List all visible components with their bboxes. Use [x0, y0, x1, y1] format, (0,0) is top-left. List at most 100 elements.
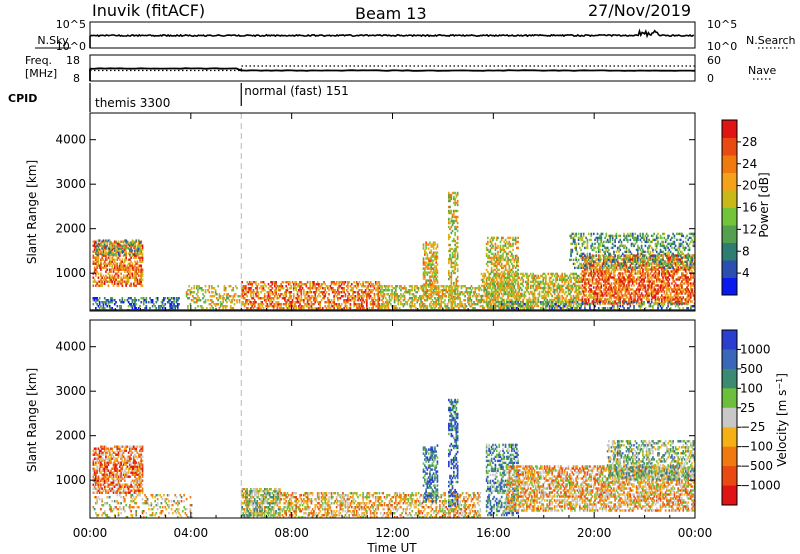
power-cell: [303, 289, 305, 292]
power-cell: [422, 245, 425, 248]
power-cell: [497, 258, 499, 262]
freq-left-tick-bottom: 8: [73, 72, 80, 85]
power-cell: [661, 286, 663, 289]
power-cell: [391, 293, 393, 296]
power-cell: [453, 265, 455, 269]
power-cell: [649, 272, 652, 275]
power-cell: [358, 295, 361, 298]
power-cell: [286, 287, 289, 290]
power-cell: [96, 297, 98, 300]
power-cell: [103, 297, 106, 300]
power-cell: [514, 288, 517, 292]
power-cell: [430, 259, 432, 262]
power-cell: [445, 307, 448, 310]
power-cell: [448, 293, 450, 297]
power-cell: [211, 299, 213, 302]
power-cell: [224, 287, 227, 290]
power-cell: [471, 307, 474, 310]
power-cell: [101, 266, 103, 269]
power-cell: [131, 262, 134, 265]
power-cell: [327, 301, 329, 304]
power-cell: [580, 276, 582, 280]
power-cell: [647, 296, 649, 299]
power-cell: [300, 281, 303, 284]
power-cell: [610, 296, 613, 299]
power-cell: [426, 273, 429, 276]
power-cell: [125, 258, 127, 261]
power-cell: [402, 305, 405, 308]
power-cell: [489, 300, 492, 304]
power-cell: [299, 301, 301, 304]
power-cell: [508, 306, 511, 310]
power-cell: [272, 281, 275, 284]
power-cell: [280, 307, 282, 310]
power-cell: [655, 284, 658, 287]
power-cell: [476, 301, 479, 304]
power-cell: [270, 289, 272, 292]
power-cell: [630, 298, 633, 301]
power-cell: [507, 290, 509, 294]
power-cell: [609, 300, 611, 303]
power-cell: [508, 240, 511, 244]
power-cell: [505, 292, 508, 296]
power-cell: [430, 255, 432, 258]
power-cell: [126, 282, 129, 285]
power-cell: [474, 287, 477, 290]
power-cell: [664, 268, 667, 271]
power-cell: [600, 282, 603, 285]
power-cell: [112, 270, 115, 273]
power-cell: [266, 297, 269, 300]
power-cell: [512, 254, 514, 258]
power-cell: [106, 305, 109, 308]
power-cell: [512, 282, 514, 286]
power-cell: [100, 258, 102, 261]
power-cell: [537, 292, 540, 296]
power-cell: [92, 284, 95, 287]
power-cell: [402, 295, 405, 298]
power-cell: [140, 266, 143, 269]
power-cell: [369, 289, 372, 292]
power-cell: [434, 297, 436, 300]
power-cell: [276, 303, 279, 306]
power-cell: [591, 278, 594, 281]
power-cell: [140, 272, 143, 275]
power-cell: [484, 294, 487, 298]
power-cell: [226, 295, 228, 298]
power-cell: [121, 284, 124, 287]
power-cell: [323, 297, 325, 300]
power-cell: [543, 282, 546, 286]
power-cell: [125, 254, 127, 257]
power-cell: [388, 289, 391, 292]
power-cell: [658, 290, 661, 293]
power-cell: [643, 296, 645, 299]
power-cell: [629, 276, 632, 279]
power-cell: [339, 297, 342, 300]
power-cell: [594, 294, 596, 297]
power-cell: [106, 252, 109, 255]
power-cell: [540, 286, 542, 290]
power-cell: [214, 293, 217, 296]
power-cell: [106, 280, 109, 283]
power-cell: [122, 274, 125, 277]
power-cell: [425, 299, 427, 302]
power-cell: [606, 298, 609, 301]
power-cell: [369, 291, 372, 294]
power-cell: [456, 225, 459, 229]
power-cell: [449, 211, 451, 215]
power-cell: [623, 260, 625, 263]
power-cell: [632, 302, 634, 305]
power-cell: [431, 287, 434, 290]
power-cell: [534, 286, 537, 290]
power-cell: [561, 278, 564, 282]
power-cell: [434, 273, 436, 276]
power-cell: [500, 288, 503, 292]
power-cell: [517, 290, 519, 294]
power-cell: [498, 292, 501, 296]
power-cell: [95, 301, 97, 304]
power-cell: [509, 292, 512, 296]
power-cell: [475, 293, 478, 296]
power-cell: [642, 274, 644, 277]
power-cell: [281, 297, 284, 300]
power-cell: [270, 303, 272, 306]
power-cell: [313, 281, 315, 284]
